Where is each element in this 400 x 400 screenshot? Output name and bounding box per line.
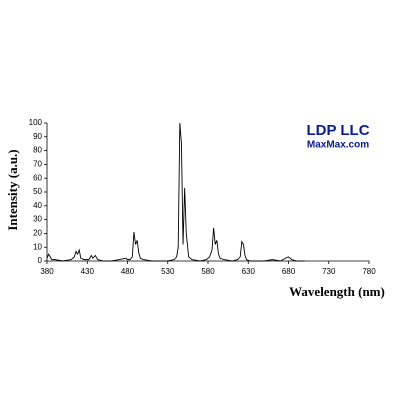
y-tick-label: 60: [33, 173, 42, 182]
brand-name: LDP LLC: [306, 122, 369, 139]
x-tick-label: 630: [242, 267, 256, 276]
x-tick-label: 480: [121, 267, 135, 276]
brand-url: MaxMax.com: [307, 140, 369, 151]
x-tick-label: 780: [362, 267, 376, 276]
y-tick-label: 70: [33, 160, 42, 169]
spectrum-line: [46, 122, 305, 262]
y-tick-label: 50: [33, 187, 42, 196]
x-tick-label: 430: [81, 267, 95, 276]
y-tick-label: 100: [29, 118, 43, 127]
x-tick-label: 530: [161, 267, 175, 276]
y-axis-title: Intensity (a.u.): [5, 149, 20, 230]
x-tick-label: 730: [322, 267, 336, 276]
y-tick-label: 90: [33, 132, 42, 141]
y-tick-label: 0: [38, 256, 43, 265]
x-axis-title: Wavelength (nm): [289, 284, 385, 299]
x-tick-label: 580: [201, 267, 215, 276]
x-tick-label: 680: [282, 267, 296, 276]
y-tick-label: 30: [33, 215, 42, 224]
y-tick-label: 10: [33, 242, 42, 251]
y-tick-label: 40: [33, 201, 42, 210]
y-tick-label: 20: [33, 229, 42, 238]
x-tick-label: 380: [40, 267, 54, 276]
y-tick-label: 80: [33, 146, 42, 155]
